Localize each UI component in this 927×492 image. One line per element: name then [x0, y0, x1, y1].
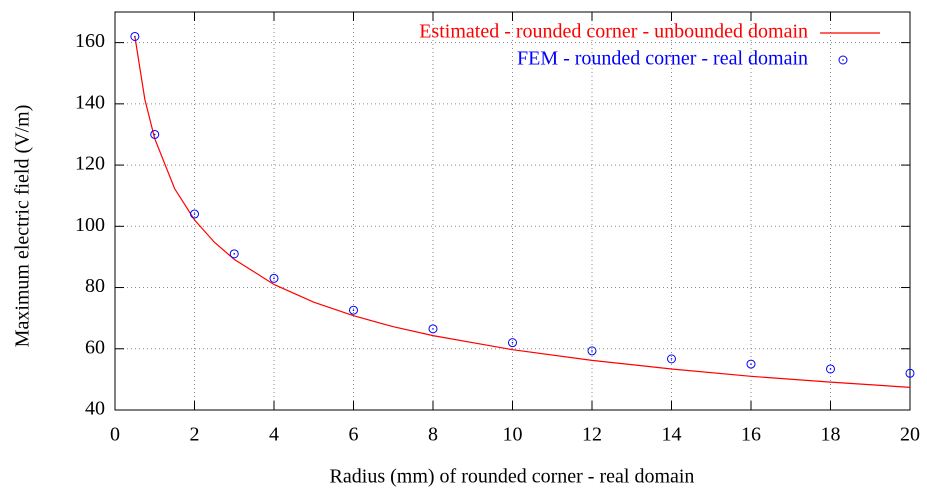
data-point-dot	[193, 213, 196, 215]
data-point-dot	[134, 35, 136, 38]
legend-swatch-dot	[842, 59, 844, 61]
data-point	[746, 359, 756, 369]
y-axis-label: Maximum electric field (V/m)	[12, 105, 34, 348]
data-point-dot	[153, 133, 156, 136]
legend-label: Estimated - rounded corner - unbounded d…	[419, 21, 808, 43]
x-tick-label: 4	[269, 424, 279, 446]
legend-label: FEM - rounded corner - real domain	[517, 48, 808, 70]
x-tick-label: 2	[190, 424, 200, 446]
line-series	[134, 36, 911, 388]
plot-border	[114, 11, 911, 411]
y-tick-label: 100	[75, 214, 105, 236]
data-point-dot	[432, 328, 434, 330]
x-tick-label: 20	[900, 424, 920, 446]
x-tick-label: 16	[741, 424, 761, 446]
data-point-dot	[829, 368, 832, 370]
y-tick-label: 140	[75, 91, 105, 113]
x-tick-label: 12	[582, 424, 602, 446]
data-point	[229, 249, 239, 259]
data-point	[269, 273, 279, 283]
data-point-dot	[591, 350, 593, 352]
data-point	[150, 129, 160, 139]
y-tick-label: 120	[75, 153, 105, 175]
data-point	[130, 31, 140, 41]
data-point	[349, 305, 358, 315]
legend-swatch	[838, 55, 848, 65]
x-tick-label: 8	[428, 424, 438, 446]
data-point-dot	[233, 253, 236, 255]
data-point	[190, 209, 199, 219]
x-tick-label: 0	[110, 424, 120, 446]
data-point-dot	[511, 341, 514, 344]
data-point-dot	[273, 277, 275, 280]
y-tick-label: 60	[85, 336, 105, 358]
data-point	[826, 364, 835, 374]
y-tick-label: 40	[85, 398, 105, 420]
data-point	[508, 338, 517, 348]
data-point	[905, 368, 915, 378]
data-point	[667, 354, 676, 364]
data-point	[587, 346, 597, 356]
x-tick-label: 6	[349, 424, 359, 446]
data-point-dot	[352, 309, 355, 311]
data-point-dot	[670, 358, 673, 360]
data-point	[428, 324, 438, 334]
x-tick-label: 18	[821, 424, 841, 446]
y-tick-label: 80	[85, 275, 105, 297]
x-tick-label: 10	[503, 424, 523, 446]
y-tick-label: 160	[75, 30, 105, 52]
x-tick-label: 14	[662, 424, 682, 446]
data-point-dot	[750, 363, 752, 365]
x-axis-label: Radius (mm) of rounded corner - real dom…	[330, 466, 695, 488]
data-point-dot	[909, 372, 911, 375]
